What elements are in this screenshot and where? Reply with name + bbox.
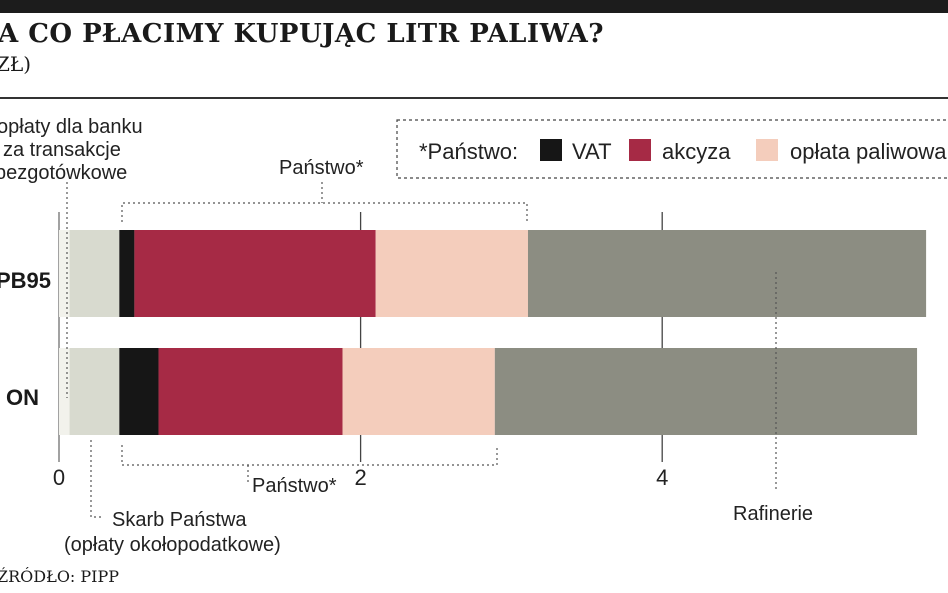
x-tick-label: 4 xyxy=(656,465,668,490)
state-top-label: Państwo* xyxy=(279,157,364,179)
chart-subtitle: ZŁ) xyxy=(0,52,32,76)
state-bottom-bracket xyxy=(121,445,498,466)
bar-pb95-segment-0 xyxy=(59,230,70,317)
category-label-on: ON xyxy=(6,385,39,410)
bars: PB95 ON xyxy=(0,230,927,435)
annotation-lines xyxy=(66,182,777,518)
source-note: ŹRÓDŁO: PIPP xyxy=(0,567,120,586)
x-tick-label: 2 xyxy=(354,465,366,490)
bar-pb95-segment-4 xyxy=(375,230,528,317)
x-tick-label: 0 xyxy=(53,465,65,490)
top-bar xyxy=(0,0,948,13)
bar-on-segment-2 xyxy=(119,348,159,435)
legend-label-oplata-paliwowa: opłata paliwowa xyxy=(790,139,947,164)
category-label-pb95: PB95 xyxy=(0,268,51,293)
legend-label-akcyza: akcyza xyxy=(662,139,731,164)
legend-swatch-oplata-paliwowa xyxy=(756,139,778,161)
legend-label-vat: VAT xyxy=(572,139,612,164)
bar-on-segment-1 xyxy=(69,348,120,435)
bank-fee-annotation: opłaty dla banku za transakcje bezgotówk… xyxy=(0,116,143,184)
bar-pb95-segment-3 xyxy=(134,230,376,317)
legend-prefix: *Państwo: xyxy=(419,139,518,164)
bank-fee-line-2: za transakcje xyxy=(3,139,121,161)
legend-swatch-akcyza xyxy=(629,139,651,161)
treasury-line-2: (opłaty okołopodatkowe) xyxy=(64,534,281,556)
title-rule xyxy=(0,97,948,99)
bar-on-segment-4 xyxy=(342,348,495,435)
bar-pb95-segment-1 xyxy=(69,230,120,317)
bar-pb95-segment-2 xyxy=(119,230,135,317)
refinery-label: Rafinerie xyxy=(733,503,813,525)
treasury-line-1: Skarb Państwa xyxy=(112,509,247,531)
bar-pb95-segment-5 xyxy=(527,230,927,317)
chart-title: A CO PŁACIMY KUPUJĄC LITR PALIWA? xyxy=(0,19,605,49)
legend-swatch-vat xyxy=(540,139,562,161)
bar-on-segment-5 xyxy=(494,348,918,435)
bar-on-segment-0 xyxy=(59,348,70,435)
treasury-leader xyxy=(90,440,102,518)
state-top-bracket xyxy=(121,202,528,222)
bar-on-segment-3 xyxy=(158,348,343,435)
legend-frame xyxy=(396,119,948,179)
legend: *Państwo: VAT akcyza opłata paliwowa xyxy=(396,119,948,179)
state-bottom-label: Państwo* xyxy=(252,475,337,497)
bank-fee-line-1: opłaty dla banku xyxy=(0,116,143,138)
bank-fee-line-3: bezgotówkowe xyxy=(0,162,127,184)
